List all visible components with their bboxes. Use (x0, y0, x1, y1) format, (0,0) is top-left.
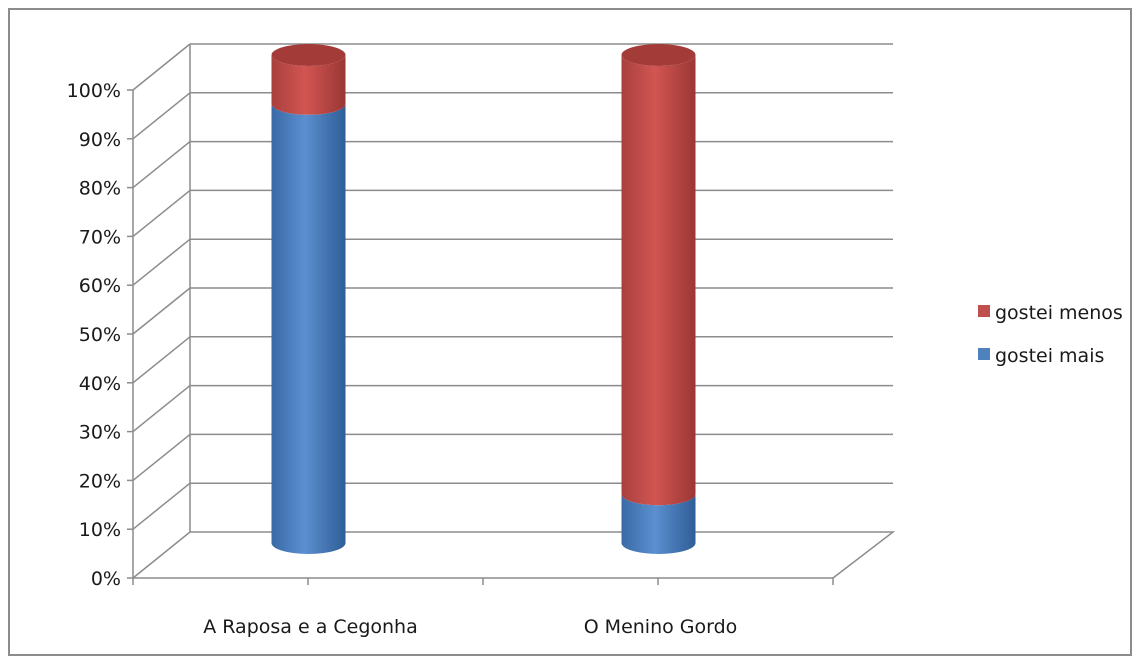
y-tick-label: 0% (91, 568, 121, 590)
bar-segment-gostei-menos (621, 55, 696, 506)
y-tick-label: 90% (79, 129, 121, 151)
y-tick-label: 70% (79, 226, 121, 248)
side-gridline (132, 238, 191, 286)
side-gridline (132, 482, 191, 530)
legend: gostei menos gostei mais (978, 302, 1123, 367)
bars (271, 44, 696, 555)
y-tick-label: 60% (79, 275, 121, 297)
bar-top-cap (621, 44, 696, 66)
side-gridline (132, 92, 191, 140)
legend-label: gostei menos (995, 302, 1123, 324)
bar-top-cap (271, 44, 346, 66)
y-tick-label: 100% (67, 80, 121, 102)
legend-label: gostei mais (995, 345, 1104, 367)
side-gridline (132, 433, 191, 481)
side-gridline (132, 189, 191, 237)
side-gridline (132, 385, 191, 433)
y-tick-label: 40% (79, 373, 121, 395)
legend-swatch (978, 305, 990, 317)
side-gridline (132, 287, 191, 335)
y-tick-label: 80% (79, 178, 121, 200)
y-tick-label: 20% (79, 470, 121, 492)
bar-segment-gostei-mais (271, 103, 346, 555)
side-gridline (132, 43, 191, 91)
gridlines (132, 43, 896, 579)
y-tick-label: 30% (79, 422, 121, 444)
side-gridline (132, 141, 191, 189)
axes (127, 89, 834, 585)
bar-segment-gostei-menos (271, 55, 346, 115)
legend-swatch (978, 348, 990, 360)
x-category-label: A Raposa e a Cegonha (203, 616, 418, 638)
side-gridline (132, 336, 191, 384)
chart-frame (8, 8, 1132, 656)
floor-outline (132, 531, 896, 579)
axis-labels: 0% 10% 20% 30% 40% 50% 60% 70% 80% 90% 100% A Rapos… (67, 80, 738, 638)
x-category-label: O Menino Gordo (584, 616, 738, 638)
y-tick-label: 50% (79, 324, 121, 346)
y-tick-label: 10% (79, 519, 121, 541)
bar-segment-gostei-mais (621, 494, 696, 554)
